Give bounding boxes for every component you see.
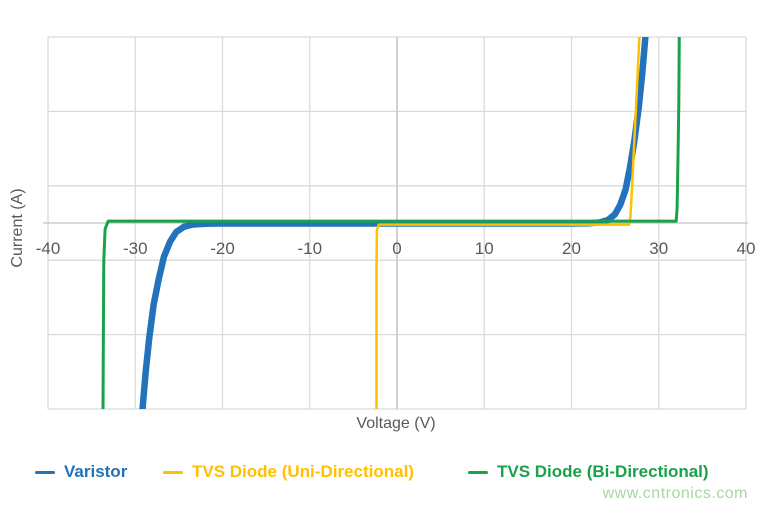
x-tick-label: 0 — [392, 239, 402, 258]
tvs-uni-legend-label: TVS Diode (Uni-Directional) — [192, 462, 414, 481]
x-tick-label: -20 — [210, 239, 235, 258]
tvs-bi-legend-dash-icon — [468, 470, 488, 474]
tvs-bi-legend-label: TVS Diode (Bi-Directional) — [497, 462, 709, 481]
varistor-legend-label: Varistor — [64, 462, 128, 481]
x-tick-label: -40 — [35, 239, 61, 258]
legend-item-tvs-bi: TVS Diode (Bi-Directional) — [468, 462, 709, 482]
x-tick-label: 30 — [649, 239, 669, 258]
tvs-uni-legend-dash-icon — [163, 470, 183, 474]
x-tick-label: -30 — [122, 239, 148, 258]
legend-item-tvs-uni: TVS Diode (Uni-Directional) — [163, 462, 414, 482]
legend-item-varistor: Varistor — [35, 462, 127, 482]
x-tick-label: 20 — [562, 239, 581, 258]
tvs-uni-directional-curve — [375, 37, 641, 409]
varistor-legend-dash-icon — [35, 470, 55, 474]
tvs-bi-directional-curve — [101, 37, 681, 409]
x-axis-title: Voltage (V) — [356, 415, 436, 432]
y-axis-title: Current (A) — [9, 188, 26, 268]
x-tick-label: 10 — [474, 239, 494, 258]
varistor-curve — [139, 37, 649, 409]
x-tick-label: 40 — [736, 239, 756, 258]
watermark: www.cntronics.com — [602, 485, 748, 502]
x-tick-label: -10 — [297, 239, 323, 258]
